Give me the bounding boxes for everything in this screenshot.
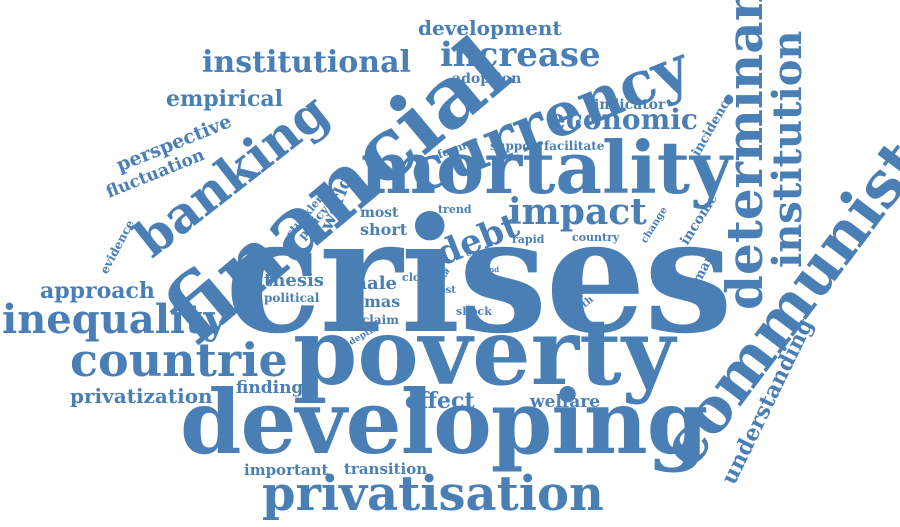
word-shock: shock	[456, 306, 492, 317]
word-rapid: rapid	[512, 234, 544, 245]
word-facilitate: facilitate	[544, 140, 604, 152]
word-claim: claim	[362, 314, 399, 326]
word-thesis: thesis	[264, 272, 324, 290]
word-post: post	[432, 286, 456, 296]
word-indicator: indicator	[594, 98, 665, 112]
word-finding: finding	[236, 380, 303, 397]
word-cross: cross	[466, 250, 492, 259]
word-development: development	[418, 18, 562, 38]
word-increase: increase	[440, 38, 601, 72]
word-transition: transition	[344, 462, 427, 477]
word-support: support	[490, 140, 542, 152]
word-mas: mas	[364, 294, 400, 310]
word-determinant: determinant	[720, 0, 770, 310]
word-male: male	[348, 275, 397, 293]
word-find: find	[484, 266, 499, 273]
word-rate: rate	[430, 266, 448, 274]
word-aim: aim	[468, 260, 483, 267]
word-trend: trend	[438, 204, 472, 215]
word-important: important	[244, 463, 328, 478]
word-political: political	[264, 292, 319, 304]
word-institutional: institutional	[202, 48, 411, 78]
word-short: short	[360, 222, 407, 238]
word-welfare: welfare	[530, 394, 600, 411]
word-most: most	[360, 206, 399, 220]
word-inequality: inequality	[2, 300, 227, 340]
word-approach: approach	[40, 280, 155, 302]
word-effect: effect	[405, 390, 475, 412]
word-institution: institution	[768, 31, 808, 268]
word-time: time	[430, 256, 450, 264]
word-countrie: countrie	[70, 337, 288, 383]
word-privatization: privatization	[70, 386, 213, 406]
word-impact: impact	[508, 194, 647, 230]
word-adoption: adoption	[452, 72, 521, 86]
word-empirical: empirical	[166, 88, 283, 110]
word-country: country	[572, 232, 619, 243]
word-evidence: evidence	[98, 218, 136, 276]
